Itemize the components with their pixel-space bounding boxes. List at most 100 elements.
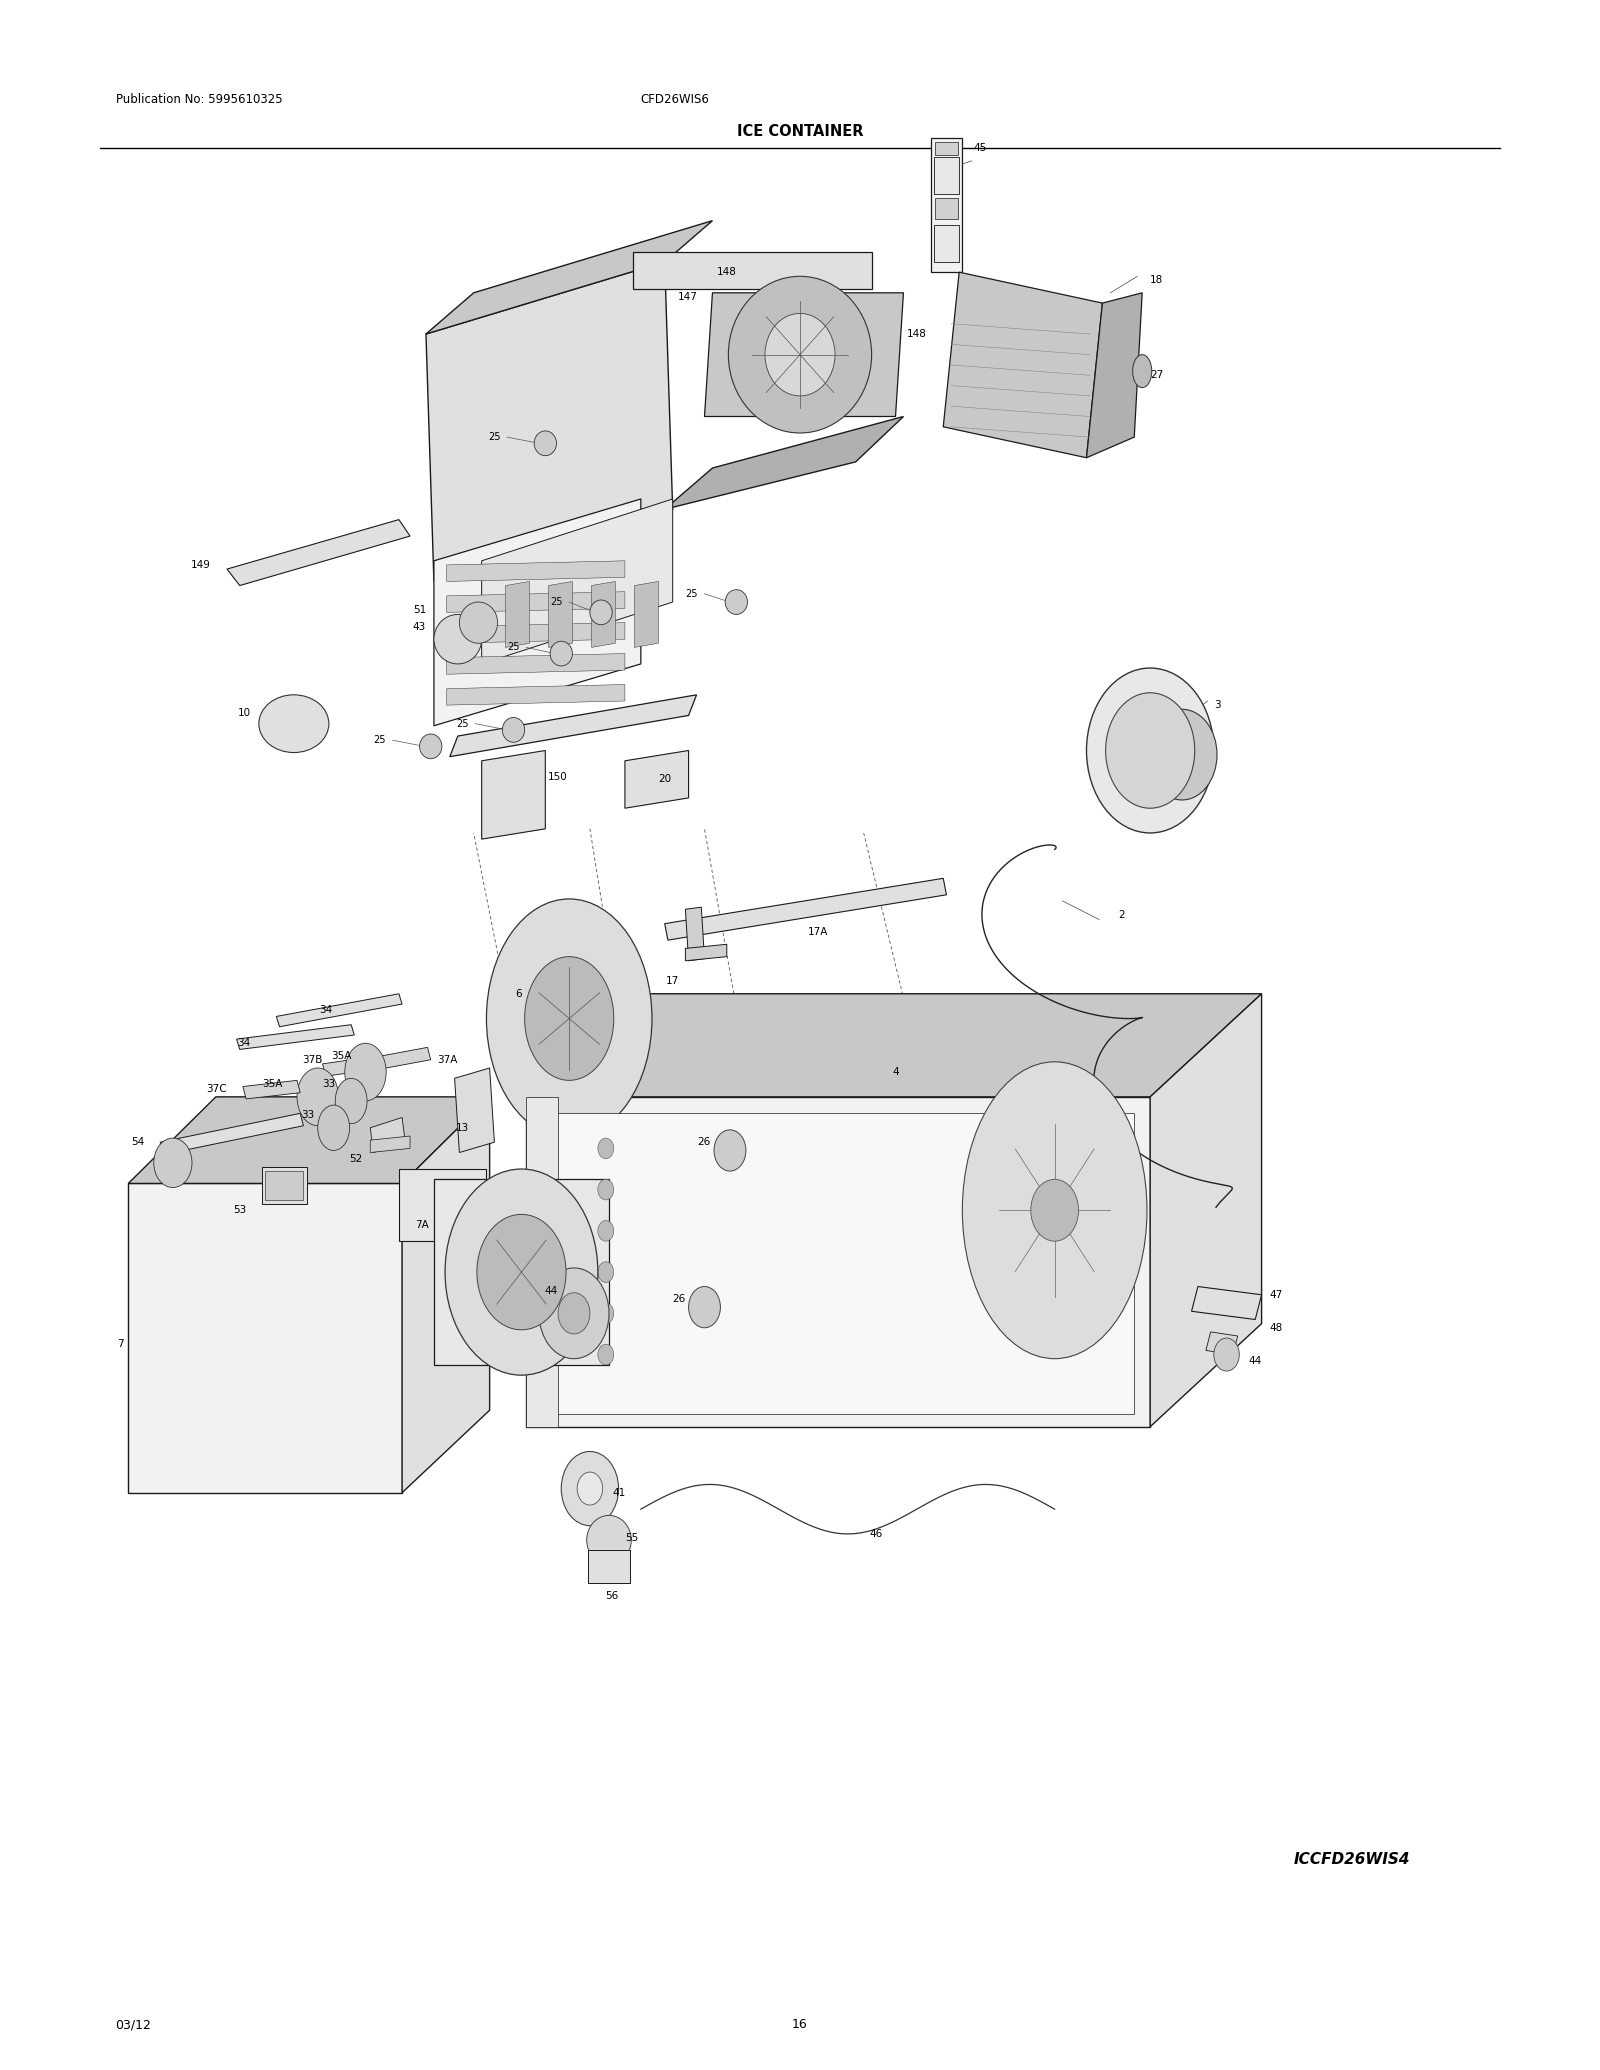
Ellipse shape [434,615,482,664]
Polygon shape [454,1068,494,1153]
Polygon shape [526,994,1261,1097]
Text: 03/12: 03/12 [115,2018,152,2031]
Text: 37C: 37C [206,1083,227,1093]
Polygon shape [323,1056,382,1076]
Polygon shape [243,1081,301,1099]
Text: 52: 52 [349,1153,362,1163]
Ellipse shape [550,642,573,667]
Ellipse shape [154,1138,192,1188]
Text: 25: 25 [686,588,698,598]
Text: 20: 20 [658,774,672,785]
Polygon shape [664,416,904,509]
Bar [934,226,958,263]
Polygon shape [237,1025,354,1049]
Text: 17: 17 [666,977,680,987]
Polygon shape [526,1097,1150,1426]
Ellipse shape [562,1451,619,1526]
Ellipse shape [1214,1337,1240,1370]
Text: 4: 4 [893,1068,899,1076]
Ellipse shape [539,1269,610,1358]
Polygon shape [1086,292,1142,457]
Text: 25: 25 [488,433,501,443]
Ellipse shape [578,1472,603,1505]
Polygon shape [944,271,1102,457]
Polygon shape [506,582,530,648]
Polygon shape [434,1180,610,1364]
Polygon shape [370,1136,410,1153]
Polygon shape [635,582,658,648]
Ellipse shape [598,1180,614,1201]
Polygon shape [546,1114,1134,1414]
Polygon shape [370,1118,405,1153]
Polygon shape [446,561,626,582]
Ellipse shape [590,600,613,625]
Polygon shape [1150,994,1261,1426]
Ellipse shape [445,1170,598,1374]
Ellipse shape [587,1515,632,1565]
Ellipse shape [486,898,651,1138]
Polygon shape [526,1097,558,1426]
Polygon shape [128,1184,402,1492]
Text: 17A: 17A [808,927,829,938]
Text: ICCFD26WIS4: ICCFD26WIS4 [1293,1853,1410,1867]
Text: 37B: 37B [302,1056,323,1064]
Ellipse shape [1106,693,1195,807]
Polygon shape [592,582,616,648]
Ellipse shape [459,602,498,644]
Text: 150: 150 [549,772,568,782]
Text: 56: 56 [605,1590,619,1600]
Polygon shape [434,499,642,727]
Text: 35A: 35A [262,1078,283,1089]
Polygon shape [1192,1288,1261,1319]
Text: 6: 6 [515,989,522,998]
Text: 51: 51 [413,604,426,615]
Text: 27: 27 [1150,371,1163,381]
Text: 25: 25 [507,642,520,652]
Text: 2: 2 [1118,911,1125,921]
Text: CFD26WIS6: CFD26WIS6 [642,93,710,106]
Text: 47: 47 [1269,1290,1283,1300]
Ellipse shape [477,1215,566,1329]
Text: 34: 34 [238,1039,251,1047]
Text: 45: 45 [973,143,987,153]
Ellipse shape [714,1130,746,1172]
Ellipse shape [962,1062,1147,1358]
Ellipse shape [298,1068,339,1126]
Polygon shape [685,944,726,960]
Bar [589,1550,630,1584]
Ellipse shape [419,735,442,760]
Text: 44: 44 [546,1285,558,1296]
Text: 7: 7 [117,1339,123,1350]
Ellipse shape [1133,354,1152,387]
Polygon shape [626,751,688,807]
Ellipse shape [598,1138,614,1159]
Polygon shape [426,263,672,582]
Text: 35A: 35A [331,1052,350,1060]
Text: 43: 43 [413,621,426,631]
Ellipse shape [502,718,525,743]
Ellipse shape [558,1292,590,1333]
Polygon shape [634,253,872,288]
Text: 37A: 37A [437,1056,458,1064]
Polygon shape [446,592,626,613]
Bar [262,1167,307,1205]
Polygon shape [402,1097,490,1492]
Text: 10: 10 [238,708,251,718]
Bar [266,1172,304,1201]
Polygon shape [227,520,410,586]
Text: 44: 44 [1250,1356,1262,1366]
Polygon shape [446,654,626,675]
Text: 7A: 7A [414,1219,429,1230]
Polygon shape [371,1047,430,1070]
Text: 34: 34 [318,1006,333,1014]
Polygon shape [277,994,402,1027]
Polygon shape [1206,1331,1238,1354]
Text: 33: 33 [322,1078,336,1089]
Ellipse shape [688,1288,720,1327]
Polygon shape [685,907,704,960]
Ellipse shape [725,590,747,615]
Polygon shape [426,221,712,333]
Text: 147: 147 [678,292,698,302]
Polygon shape [664,878,947,940]
Bar [936,143,957,155]
